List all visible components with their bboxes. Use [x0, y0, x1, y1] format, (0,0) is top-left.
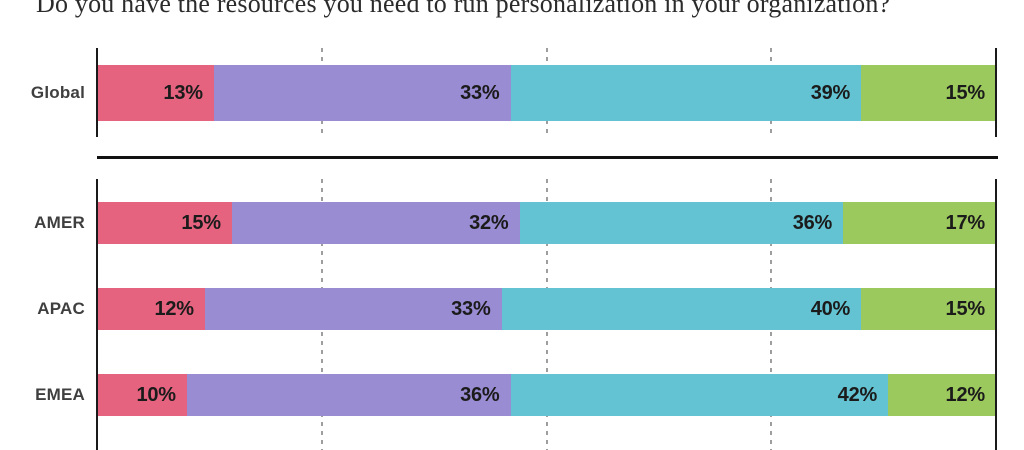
category-label-amer: AMER	[34, 213, 85, 232]
value-label: 42%	[837, 383, 878, 406]
chart-panel-regions: AMER 15% 32% 36% 17% APAC 12% 33% 40% 15% EMEA 10% 3…	[34, 179, 997, 450]
bar-segment-purple: 33%	[213, 65, 511, 121]
value-label: 13%	[163, 81, 203, 104]
value-label: 36%	[792, 211, 833, 234]
value-label: 33%	[451, 297, 491, 320]
bar-segment-pink: 12%	[97, 288, 205, 330]
axis-line-right	[995, 179, 997, 450]
value-label: 36%	[460, 383, 500, 406]
value-label: 12%	[945, 383, 986, 406]
value-label: 10%	[136, 383, 176, 406]
bar-row-global: Global 13% 33% 39% 15%	[31, 65, 996, 121]
value-label: 15%	[945, 297, 986, 320]
value-label: 12%	[154, 297, 194, 320]
bar-segment-teal: 40%	[501, 288, 862, 330]
bar-row-apac: APAC 12% 33% 40% 15%	[37, 288, 996, 330]
chart-separator	[97, 156, 998, 159]
bar-segment-teal: 42%	[510, 374, 889, 416]
bar-segment-teal: 36%	[519, 202, 844, 244]
axis-line-left	[96, 179, 98, 450]
value-label: 39%	[810, 81, 851, 104]
axis-line-left	[96, 48, 98, 137]
chart-title: Do you have the resources you need to ru…	[36, 0, 891, 18]
bar-segment-green: 17%	[843, 202, 996, 244]
bar-segment-green: 12%	[888, 374, 996, 416]
value-label: 15%	[181, 211, 221, 234]
category-label-emea: EMEA	[35, 385, 85, 404]
value-label: 40%	[810, 297, 851, 320]
stacked-bar-global: 13% 33% 39% 15%	[97, 65, 996, 121]
bar-row-emea: EMEA 10% 36% 42% 12%	[35, 374, 996, 416]
bar-segment-green: 15%	[861, 288, 996, 330]
bar-row-amer: AMER 15% 32% 36% 17%	[34, 202, 996, 244]
bar-segment-pink: 13%	[97, 65, 214, 121]
bar-segment-purple: 36%	[186, 374, 511, 416]
value-label: 17%	[945, 211, 986, 234]
stacked-bar-apac: 12% 33% 40% 15%	[97, 288, 996, 330]
bar-segment-teal: 39%	[510, 65, 862, 121]
chart-panel-global: Global 13% 33% 39% 15%	[31, 48, 997, 137]
axis-line-right	[995, 48, 997, 137]
category-label-global: Global	[30, 83, 85, 102]
bar-segment-pink: 10%	[97, 374, 187, 416]
bar-segment-green: 15%	[861, 65, 996, 121]
stacked-bar-emea: 10% 36% 42% 12%	[97, 374, 996, 416]
value-label: 33%	[460, 81, 500, 104]
bar-segment-purple: 32%	[231, 202, 520, 244]
value-label: 32%	[469, 211, 509, 234]
category-label-apac: APAC	[37, 299, 85, 318]
bar-segment-purple: 33%	[204, 288, 502, 330]
value-label: 15%	[945, 81, 986, 104]
bar-segment-pink: 15%	[97, 202, 232, 244]
stacked-bar-amer: 15% 32% 36% 17%	[97, 202, 996, 244]
